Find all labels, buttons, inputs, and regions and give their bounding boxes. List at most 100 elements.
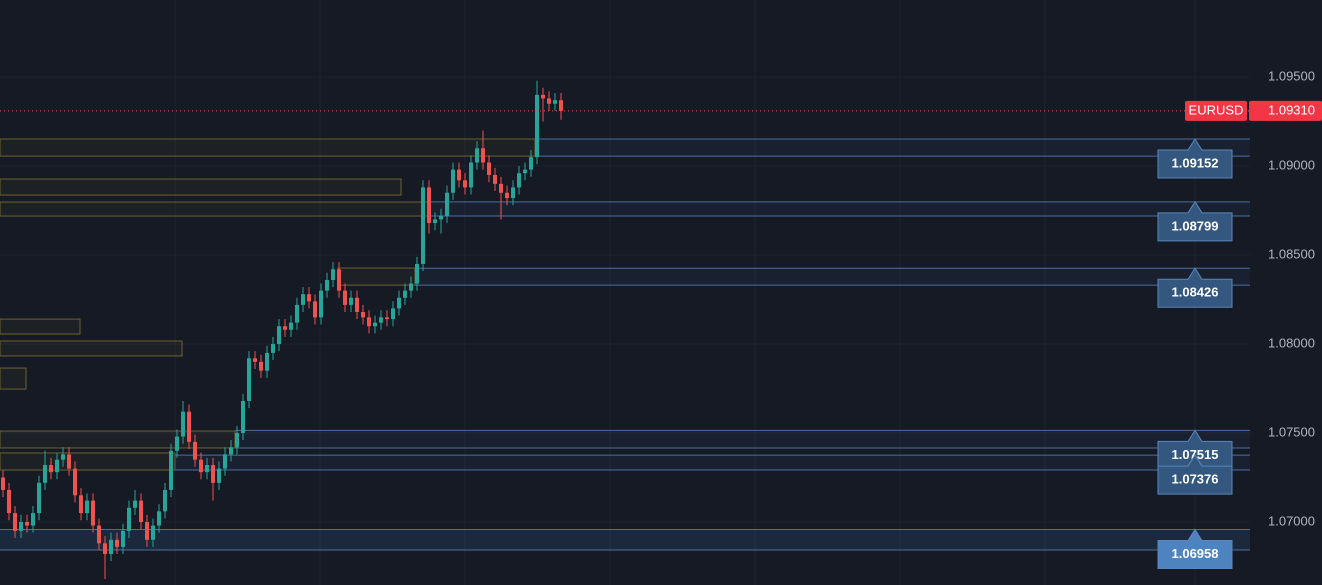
level-band xyxy=(415,268,1250,286)
level-label: 1.07376 xyxy=(1172,472,1219,487)
candle-body xyxy=(499,183,503,193)
candle-body xyxy=(439,215,443,220)
candle-body xyxy=(355,297,359,312)
candle-body xyxy=(49,465,53,473)
y-tick-label: 1.08500 xyxy=(1268,246,1315,261)
candle-body xyxy=(361,311,365,318)
level-label-box xyxy=(1157,200,1233,242)
level-label-box xyxy=(1157,267,1233,308)
candle-body xyxy=(325,279,329,291)
candle-body xyxy=(169,450,173,490)
y-tick-label: 1.09500 xyxy=(1268,69,1315,84)
zone xyxy=(0,318,81,335)
candle-body xyxy=(25,521,29,526)
candle-body xyxy=(379,317,383,323)
level-band xyxy=(175,455,1250,471)
candle-body xyxy=(157,511,161,526)
zone xyxy=(337,267,416,286)
candle-body xyxy=(229,447,233,455)
candle-body xyxy=(19,521,23,531)
candle-body xyxy=(13,513,17,531)
candle-body xyxy=(211,465,215,483)
candle-body xyxy=(73,468,77,496)
candle-body xyxy=(79,495,83,514)
candle-body xyxy=(247,358,251,401)
level-band xyxy=(235,430,1250,448)
zone xyxy=(0,452,176,471)
candle-body xyxy=(493,174,497,184)
y-tick-label: 1.07500 xyxy=(1268,424,1315,439)
candle-body xyxy=(523,169,527,174)
candle-body xyxy=(409,283,413,291)
candle-body xyxy=(151,525,155,540)
candle-body xyxy=(505,192,509,199)
level-label: 1.08426 xyxy=(1172,285,1219,300)
candle-body xyxy=(535,94,539,158)
level-band xyxy=(0,529,1250,550)
vertical-grid xyxy=(174,0,1196,585)
level-band xyxy=(535,138,1250,157)
candle-body xyxy=(415,263,419,284)
candle-body xyxy=(427,187,431,224)
candle-body xyxy=(1,477,5,490)
candle-body xyxy=(451,169,455,193)
candle-body xyxy=(67,454,71,469)
candle-body xyxy=(271,344,275,353)
price-tag xyxy=(1249,100,1322,121)
candle-body xyxy=(445,192,449,216)
candle-body xyxy=(235,433,239,448)
candle-body xyxy=(253,358,257,362)
candle-body xyxy=(277,326,281,345)
candle-body xyxy=(223,454,227,469)
candle-body xyxy=(187,411,191,442)
candle-body xyxy=(319,290,323,318)
price-tag-label: 1.09310 xyxy=(1268,102,1315,117)
candle-body xyxy=(241,400,245,434)
candle-body xyxy=(133,500,137,508)
zone xyxy=(0,138,536,157)
candle-body xyxy=(541,94,545,99)
candle-body xyxy=(175,436,179,451)
candle-body xyxy=(433,219,437,224)
candle-body xyxy=(61,454,65,460)
candle-body xyxy=(289,322,293,330)
candle-body xyxy=(511,187,515,199)
candle-body xyxy=(337,269,341,291)
zone xyxy=(0,367,27,390)
candle-body xyxy=(397,297,401,309)
level-label: 1.06958 xyxy=(1172,546,1219,561)
candle-body xyxy=(547,98,551,104)
candle-body xyxy=(403,290,407,298)
candle-body xyxy=(145,521,149,540)
candle-body xyxy=(217,468,221,483)
candle-body xyxy=(97,525,101,544)
candle-body xyxy=(115,539,119,547)
candle-body xyxy=(193,441,197,460)
candle-body xyxy=(205,465,209,473)
candle-body xyxy=(37,482,41,514)
zone xyxy=(0,340,183,357)
candle-body xyxy=(529,157,533,170)
y-tick-label: 1.08000 xyxy=(1268,335,1315,350)
candle-body xyxy=(307,294,311,302)
level-band xyxy=(430,201,1250,217)
candle-body xyxy=(331,269,335,280)
candle-body xyxy=(313,301,317,318)
candle-body xyxy=(385,317,389,320)
candle-body xyxy=(259,361,263,371)
y-tick-label: 1.07000 xyxy=(1268,513,1315,528)
level-label-box xyxy=(1157,528,1233,569)
candle-body xyxy=(421,187,425,264)
zone xyxy=(0,201,431,217)
candle-body xyxy=(517,173,521,188)
candle-body xyxy=(121,530,125,547)
candle-body xyxy=(301,294,305,305)
candle-body xyxy=(469,162,473,188)
candle-body xyxy=(367,317,371,327)
candle-body xyxy=(343,290,347,305)
candle-body xyxy=(103,543,107,555)
candle-body xyxy=(559,100,563,111)
candle-body xyxy=(553,100,557,104)
